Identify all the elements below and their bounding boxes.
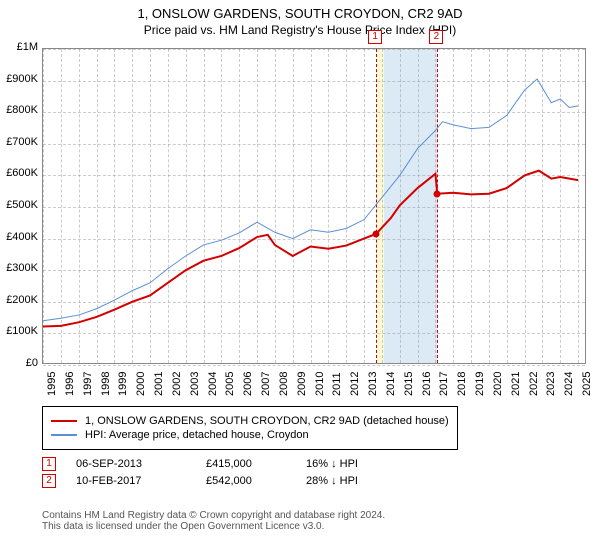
x-axis-label: 2023 [545, 372, 557, 396]
sale-marker: 1 [368, 30, 382, 44]
x-axis-label: 2004 [207, 372, 219, 396]
x-axis-label: 2021 [510, 372, 522, 396]
footer-line: Contains HM Land Registry data © Crown c… [42, 510, 385, 521]
x-axis-label: 1996 [64, 372, 76, 396]
y-axis-label: £400K [4, 231, 38, 243]
y-axis-label: £800K [4, 104, 38, 116]
y-axis-label: £500K [4, 199, 38, 211]
sale-delta: 28% ↓ HPI [306, 475, 358, 487]
y-axis-label: £900K [4, 73, 38, 85]
y-axis-label: £0 [4, 357, 38, 369]
y-axis-label: £300K [4, 262, 38, 274]
x-axis-label: 2019 [474, 372, 486, 396]
x-axis-label: 2011 [331, 372, 343, 396]
series-line [43, 171, 578, 327]
sale-price: £415,000 [206, 458, 286, 470]
table-row: 1 06-SEP-2013 £415,000 16% ↓ HPI [42, 457, 358, 471]
sale-delta: 16% ↓ HPI [306, 458, 358, 470]
x-axis-label: 2014 [385, 372, 397, 396]
x-axis-label: 1999 [117, 372, 129, 396]
legend-label: 1, ONSLOW GARDENS, SOUTH CROYDON, CR2 9A… [85, 415, 449, 427]
y-axis-label: £700K [4, 136, 38, 148]
sale-dot [434, 190, 441, 197]
sale-date: 06-SEP-2013 [76, 458, 186, 470]
footer-line: This data is licensed under the Open Gov… [42, 521, 385, 532]
x-axis-label: 2009 [296, 372, 308, 396]
x-axis-label: 1997 [82, 372, 94, 396]
legend: 1, ONSLOW GARDENS, SOUTH CROYDON, CR2 9A… [42, 406, 458, 450]
sale-marker: 2 [42, 474, 56, 488]
series-line [43, 79, 578, 321]
x-axis-label: 2008 [278, 372, 290, 396]
x-axis-label: 2017 [438, 372, 450, 396]
footer-attribution: Contains HM Land Registry data © Crown c… [42, 510, 385, 532]
x-axis-label: 2003 [189, 372, 201, 396]
sales-table: 1 06-SEP-2013 £415,000 16% ↓ HPI 2 10-FEB-201… [42, 454, 358, 491]
y-axis-label: £100K [4, 325, 38, 337]
x-axis-label: 2018 [456, 372, 468, 396]
x-axis-label: 2010 [314, 372, 326, 396]
x-axis-label: 2005 [224, 372, 236, 396]
y-axis-label: £1M [4, 41, 38, 53]
x-axis-label: 1998 [100, 372, 112, 396]
y-axis-label: £600K [4, 167, 38, 179]
legend-item: HPI: Average price, detached house, Croy… [51, 429, 449, 441]
sale-price: £542,000 [206, 475, 286, 487]
x-axis-label: 2025 [581, 372, 593, 396]
x-axis-label: 2012 [349, 372, 361, 396]
sale-marker: 2 [429, 30, 443, 44]
chart-title: 1, ONSLOW GARDENS, SOUTH CROYDON, CR2 9A… [0, 0, 600, 21]
x-axis-label: 2020 [492, 372, 504, 396]
legend-item: 1, ONSLOW GARDENS, SOUTH CROYDON, CR2 9A… [51, 415, 449, 427]
x-axis-label: 2022 [528, 372, 540, 396]
sale-date: 10-FEB-2017 [76, 475, 186, 487]
x-axis-label: 2002 [171, 372, 183, 396]
x-axis-label: 2007 [260, 372, 272, 396]
x-axis-label: 2015 [403, 372, 415, 396]
x-axis-label: 2013 [367, 372, 379, 396]
x-axis-label: 2006 [242, 372, 254, 396]
x-axis-label: 2000 [135, 372, 147, 396]
x-axis-label: 1995 [46, 372, 58, 396]
legend-label: HPI: Average price, detached house, Croy… [85, 429, 309, 441]
sale-marker: 1 [42, 457, 56, 471]
table-row: 2 10-FEB-2017 £542,000 28% ↓ HPI [42, 474, 358, 488]
chart-subtitle: Price paid vs. HM Land Registry's House … [0, 21, 600, 37]
x-axis-label: 2001 [153, 372, 165, 396]
chart-plot-area [42, 48, 586, 364]
x-axis-label: 2024 [563, 372, 575, 396]
y-axis-label: £200K [4, 294, 38, 306]
sale-dot [373, 230, 380, 237]
x-axis-label: 2016 [421, 372, 433, 396]
